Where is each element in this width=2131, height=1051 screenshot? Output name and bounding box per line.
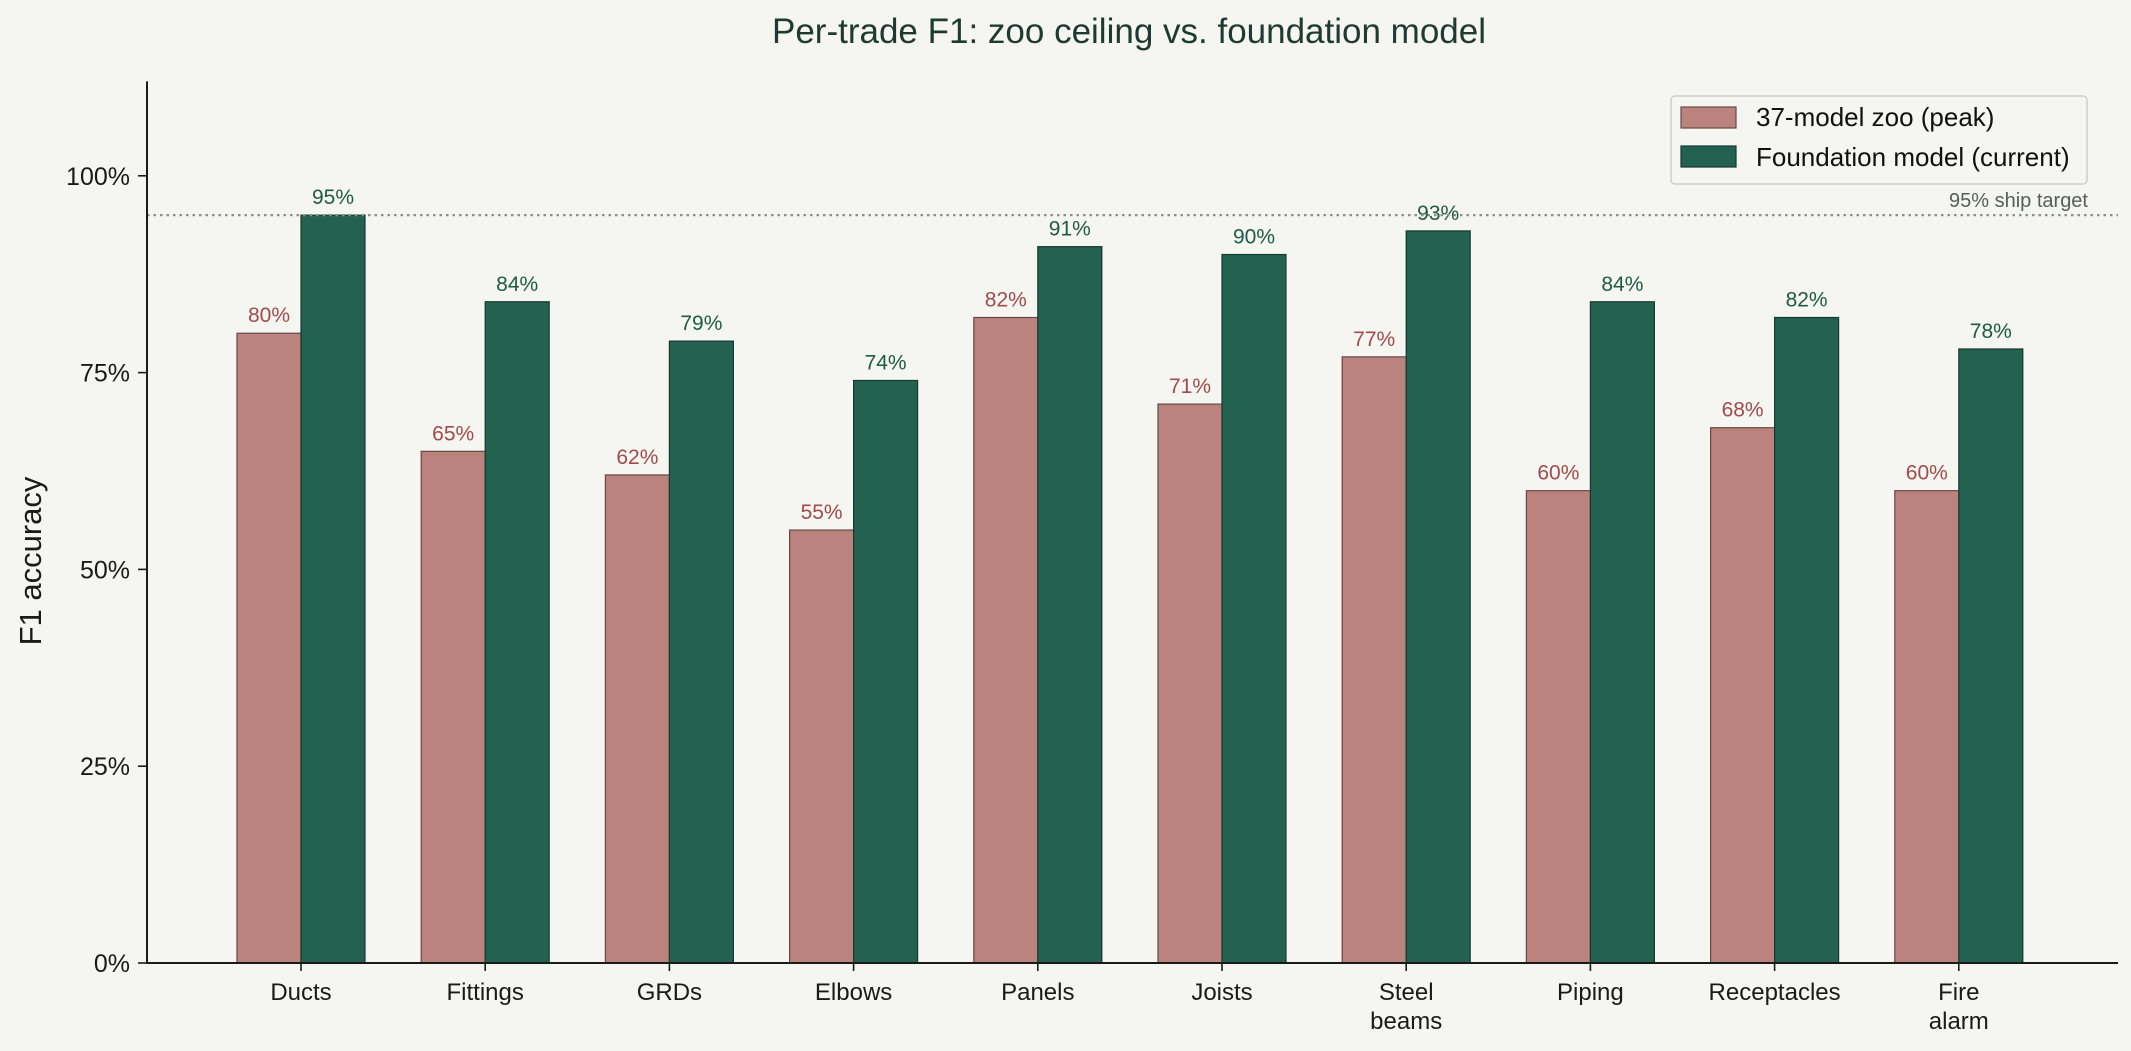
bar-foundation	[1037, 246, 1103, 964]
x-tick-label: Joists	[1191, 979, 1252, 1006]
bar-zoo	[973, 316, 1039, 964]
chart-title: Per-trade F1: zoo ceiling vs. foundation…	[772, 12, 1486, 51]
bar-foundation	[1405, 230, 1471, 964]
legend-frame	[1670, 95, 2088, 185]
x-tick-label: Steel beams	[1370, 979, 1442, 1035]
data-label-zoo: 62%	[616, 446, 658, 469]
bar-zoo	[420, 450, 486, 964]
bar-zoo	[1525, 490, 1592, 964]
data-label-foundation: 74%	[865, 351, 907, 374]
y-tick-label: 50%	[80, 556, 130, 584]
bar-foundation	[1221, 253, 1287, 964]
data-label-foundation: 79%	[680, 312, 722, 335]
data-label-zoo: 55%	[801, 501, 843, 524]
legend-label-zoo: 37-model zoo (peak)	[1756, 102, 1994, 132]
y-tick-label: 100%	[66, 163, 130, 191]
legend-swatch-zoo	[1680, 106, 1737, 129]
data-label-foundation: 95%	[312, 186, 354, 209]
bar-foundation	[484, 301, 550, 964]
x-tick-label: Panels	[1001, 979, 1074, 1006]
legend: 37-model zoo (peak) Foundation model (cu…	[1670, 95, 2088, 185]
x-tick-label: Fire alarm	[1929, 979, 1989, 1035]
data-label-zoo: 77%	[1353, 328, 1395, 351]
data-label-zoo: 60%	[1906, 462, 1948, 485]
data-label-foundation: 91%	[1049, 218, 1091, 241]
bar-zoo	[604, 474, 671, 964]
data-label-zoo: 82%	[985, 288, 1027, 311]
data-label-zoo: 65%	[432, 422, 474, 445]
data-label-foundation: 93%	[1417, 202, 1459, 225]
y-tick-label: 0%	[94, 950, 130, 978]
data-label-zoo: 80%	[248, 304, 290, 327]
y-axis-label: F1 accuracy	[13, 476, 48, 645]
y-tick-label: 75%	[80, 360, 130, 388]
bar-zoo	[236, 332, 302, 964]
x-tick-label: Ducts	[270, 979, 331, 1006]
bar-foundation	[852, 379, 919, 964]
plot-area: 80% 95% Ducts 65% 84% Fittings 62% 79% GRDs 55% 74…	[66, 81, 2118, 1035]
data-label-foundation: 90%	[1233, 226, 1275, 249]
x-tick-label: Fittings	[447, 979, 524, 1006]
bar-foundation	[300, 214, 366, 964]
bar-zoo	[1709, 427, 1776, 964]
bar-zoo	[1341, 356, 1407, 964]
data-label-foundation: 84%	[496, 273, 538, 296]
bar-foundation	[1958, 348, 2024, 964]
data-label-zoo: 68%	[1722, 399, 1764, 422]
data-label-foundation: 82%	[1786, 288, 1828, 311]
bar-foundation	[668, 340, 735, 964]
legend-label-foundation: Foundation model (current)	[1756, 142, 2070, 172]
bar-zoo	[788, 529, 855, 964]
data-label-foundation: 78%	[1970, 320, 2012, 343]
x-tick-label: GRDs	[637, 979, 702, 1006]
bar-foundation	[1773, 316, 1840, 964]
bar-zoo	[1894, 490, 1960, 964]
data-label-zoo: 60%	[1537, 462, 1579, 485]
ship-target-label: 95% ship target	[1949, 190, 2088, 212]
data-label-zoo: 71%	[1169, 375, 1211, 398]
x-tick-label: Elbows	[815, 979, 892, 1006]
bar-foundation	[1589, 301, 1656, 964]
bar-zoo	[1157, 403, 1223, 964]
legend-swatch-foundation	[1680, 145, 1737, 168]
data-label-foundation: 84%	[1601, 273, 1643, 296]
y-tick-label: 25%	[80, 753, 130, 781]
x-tick-label: Receptacles	[1709, 979, 1841, 1006]
x-tick-label: Piping	[1557, 979, 1624, 1006]
